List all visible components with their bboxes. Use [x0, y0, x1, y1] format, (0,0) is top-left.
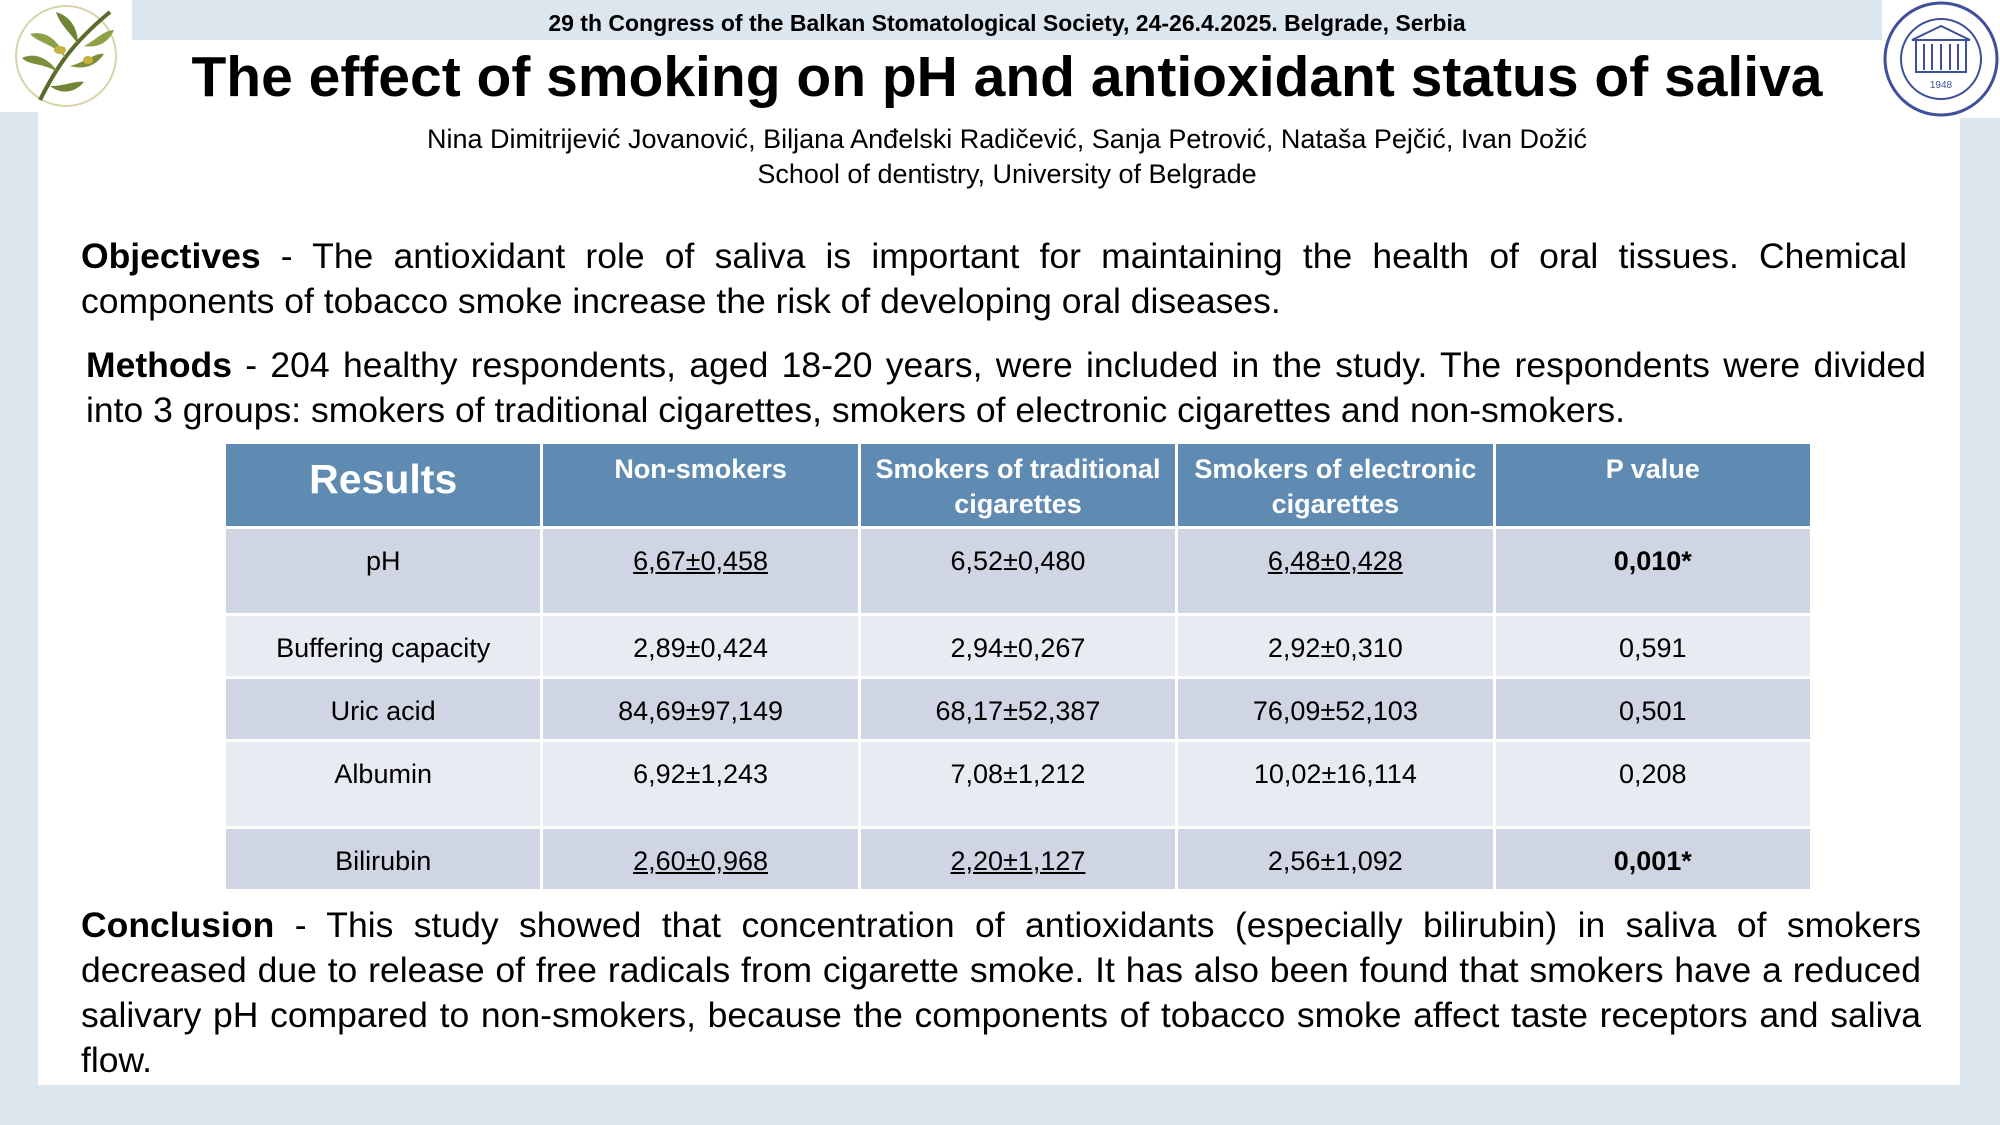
header-electronic: Smokers of electronic cigarettes [1175, 441, 1496, 529]
row-label: Buffering capacity [222, 613, 544, 679]
cell-non-smokers: 6,67±0,458 [540, 526, 861, 616]
table-row: Albumin 6,92±1,243 7,08±1,212 10,02±16,1… [222, 739, 1814, 829]
table-row: Buffering capacity 2,89±0,424 2,94±0,267… [222, 613, 1814, 679]
cell-non-smokers: 84,69±97,149 [540, 676, 861, 742]
olive-branch-icon [15, 5, 117, 107]
cell-electronic: 10,02±16,114 [1175, 739, 1496, 829]
cell-p-value: 0,208 [1492, 739, 1814, 829]
objectives-paragraph: Objectives - The antioxidant role of sal… [81, 234, 1907, 324]
cell-electronic: 76,09±52,103 [1175, 676, 1496, 742]
table-row: Bilirubin 2,60±0,968 2,20±1,127 2,56±1,0… [222, 826, 1814, 892]
cell-electronic: 2,56±1,092 [1175, 826, 1496, 892]
conclusion-label: Conclusion [81, 905, 275, 945]
balkan-society-logo [0, 0, 132, 112]
cell-p-value: 0,591 [1492, 613, 1814, 679]
cell-non-smokers: 2,60±0,968 [540, 826, 861, 892]
university-seal-logo: 1948 [1882, 0, 2000, 118]
cell-p-value: 0,501 [1492, 676, 1814, 742]
header-p-value: P value [1492, 441, 1814, 529]
cell-non-smokers: 2,89±0,424 [540, 613, 861, 679]
cell-traditional: 2,94±0,267 [857, 613, 1179, 679]
svg-text:1948: 1948 [1930, 80, 1953, 91]
table-row: Uric acid 84,69±97,149 68,17±52,387 76,0… [222, 676, 1814, 742]
poster-title: The effect of smoking on pH and antioxid… [191, 45, 1823, 109]
cell-non-smokers: 6,92±1,243 [540, 739, 861, 829]
table-row: pH 6,67±0,458 6,52±0,480 6,48±0,428 0,01… [222, 526, 1814, 616]
row-label: pH [222, 526, 544, 616]
row-label: Uric acid [222, 676, 544, 742]
university-seal-icon: 1948 [1883, 1, 1999, 117]
conference-line: 29 th Congress of the Balkan Stomatologi… [548, 10, 1466, 36]
conclusion-text: - This study showed that concentration o… [81, 905, 1921, 1080]
cell-p-value: 0,001* [1492, 826, 1814, 892]
row-label: Albumin [222, 739, 544, 829]
objectives-text: - The antioxidant role of saliva is impo… [81, 236, 1907, 321]
header-traditional: Smokers of traditional cigarettes [857, 441, 1179, 529]
affiliation-line: School of dentistry, University of Belgr… [757, 159, 1257, 189]
row-label: Bilirubin [222, 826, 544, 892]
authors-line: Nina Dimitrijević Jovanović, Biljana Anđ… [427, 124, 1587, 154]
cell-traditional: 68,17±52,387 [857, 676, 1179, 742]
methods-text: - 204 healthy respondents, aged 18-20 ye… [86, 345, 1926, 430]
cell-electronic: 2,92±0,310 [1175, 613, 1496, 679]
methods-paragraph: Methods - 204 healthy respondents, aged … [86, 343, 1926, 433]
objectives-label: Objectives [81, 236, 261, 276]
authors-block: Nina Dimitrijević Jovanović, Biljana Anđ… [134, 122, 1880, 192]
cell-electronic: 6,48±0,428 [1175, 526, 1496, 616]
header-non-smokers: Non-smokers [540, 441, 861, 529]
header-results: Results [222, 441, 544, 529]
cell-traditional: 2,20±1,127 [857, 826, 1179, 892]
results-table: Results Non-smokers Smokers of tradition… [222, 441, 1814, 892]
cell-traditional: 6,52±0,480 [857, 526, 1179, 616]
table-header-row: Results Non-smokers Smokers of tradition… [222, 441, 1814, 529]
cell-traditional: 7,08±1,212 [857, 739, 1179, 829]
top-band [0, 0, 2000, 42]
cell-p-value: 0,010* [1492, 526, 1814, 616]
conclusion-paragraph: Conclusion - This study showed that conc… [81, 903, 1921, 1083]
methods-label: Methods [86, 345, 232, 385]
